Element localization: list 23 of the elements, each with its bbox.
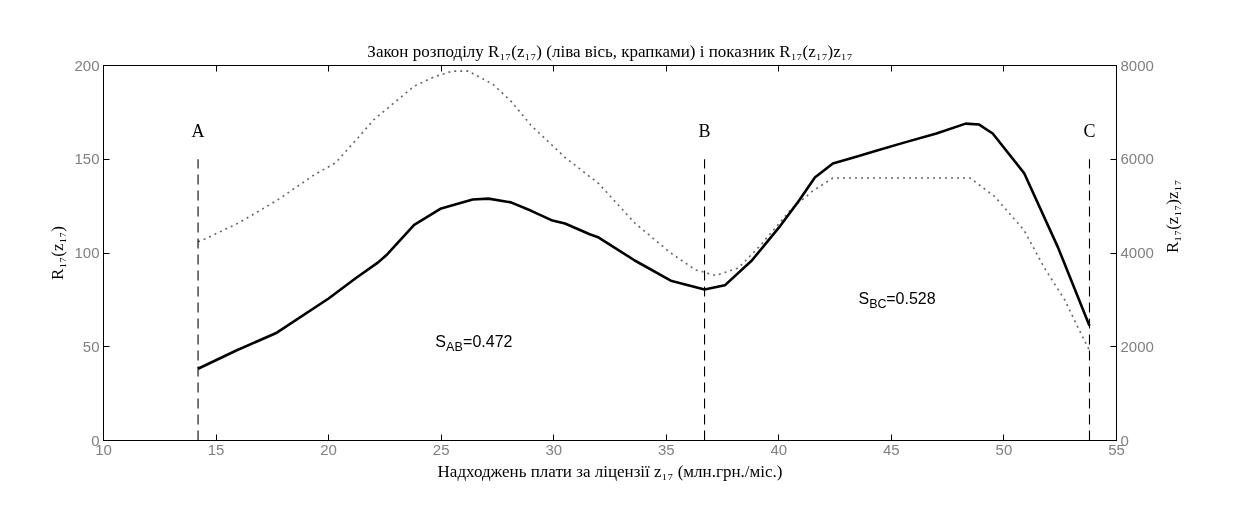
y2-tick-label: 4000 <box>1120 244 1154 261</box>
x-tick-label: 15 <box>207 440 225 458</box>
y-tick-label: 150 <box>74 150 100 168</box>
x-tick-label: 45 <box>883 440 900 458</box>
y2-axis-title: R₁₇(z₁₇)z₁₇ <box>1163 179 1183 253</box>
x-tick-label: 35 <box>657 440 675 458</box>
y-tick-label: 50 <box>82 337 100 355</box>
x-tick-label: 50 <box>995 440 1013 458</box>
y2-tick-label: 2000 <box>1120 337 1154 355</box>
y2-tick-label: 6000 <box>1120 150 1154 168</box>
ref-line-label: A <box>191 121 205 142</box>
y-tick-label: 100 <box>74 244 100 261</box>
y-tick-label: 200 <box>74 56 100 74</box>
x-tick-label: 25 <box>432 440 450 458</box>
ref-line-label: B <box>698 121 711 142</box>
x-tick-label: 20 <box>320 440 337 458</box>
ref-line-label: C <box>1083 121 1096 142</box>
y2-tick-label: 8000 <box>1120 56 1154 74</box>
chart-title: Закон розподілу R₁₇(z₁₇) (ліва вісь, крапками) і показник R₁₇(z₁₇)z₁₇ <box>367 41 853 61</box>
y-axis-title: R₁₇(z₁₇) <box>48 226 68 280</box>
x-tick-label: 40 <box>770 440 788 458</box>
x-tick-label: 30 <box>545 440 563 458</box>
x-axis-title: Надходжень плати за ліцензії z₁₇ (млн.грн./міс.) <box>437 461 783 481</box>
